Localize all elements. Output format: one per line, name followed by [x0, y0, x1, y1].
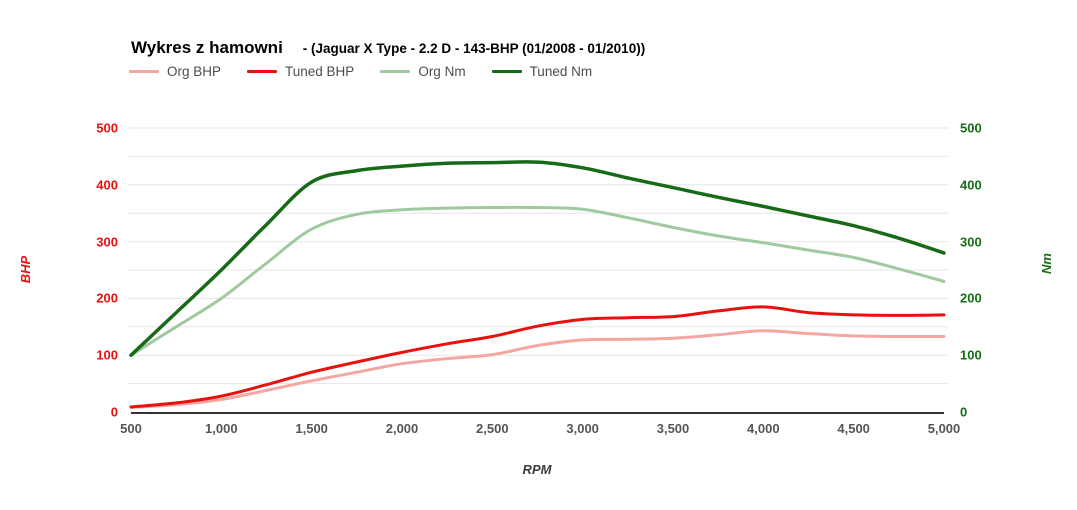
legend-item-org-nm[interactable]: Org Nm [380, 64, 466, 79]
y-tick-left-200: 200 [96, 290, 118, 306]
x-tick-3500: 3,500 [656, 421, 690, 436]
series-line-org-bhp[interactable] [129, 329, 946, 409]
series-line-tuned-nm[interactable] [129, 160, 946, 357]
y-tick-right-300: 300 [960, 234, 982, 250]
y-axis-title-bhp: BHP [18, 255, 34, 284]
org-bhp-line-swatch [129, 70, 159, 73]
series-line-tuned-bhp[interactable] [129, 305, 946, 409]
x-tick-4500: 4,500 [837, 421, 870, 436]
y-tick-left-300: 300 [96, 234, 118, 250]
y-tick-left-100: 100 [96, 347, 118, 363]
x-axis-title-rpm: RPM [522, 462, 552, 477]
x-tick-1500: 1,500 [295, 421, 328, 436]
legend-item-tuned-nm[interactable]: Tuned Nm [491, 64, 593, 79]
x-tick-500: 500 [120, 421, 142, 436]
x-tick-4000: 4,000 [747, 421, 780, 436]
y-tick-left-0: 0 [110, 404, 118, 420]
legend-item-tuned-bhp[interactable]: Tuned BHP [247, 64, 354, 79]
x-tick-1000: 1,000 [205, 421, 238, 436]
legend-label-org-bhp: Org BHP [167, 64, 222, 79]
legend-label-tuned-nm: Tuned Nm [529, 64, 593, 79]
legend-item-org-bhp[interactable]: Org BHP [129, 64, 221, 79]
y-tick-left-500: 500 [96, 120, 118, 136]
tuned-bhp-line-swatch [247, 70, 278, 73]
y-tick-right-500: 500 [960, 120, 982, 136]
series-line-org-nm[interactable] [129, 205, 946, 357]
chart-title: Wykres z hamowni [131, 38, 283, 57]
y-axis-title-nm: Nm [1038, 253, 1054, 274]
x-tick-2000: 2,000 [385, 421, 419, 436]
x-tick-5000: 5,000 [927, 421, 961, 436]
org-nm-line-swatch [380, 70, 411, 73]
y-tick-right-400: 400 [960, 177, 982, 193]
y-tick-right-100: 100 [960, 347, 982, 363]
y-tick-right-0: 0 [960, 404, 968, 420]
legend-label-tuned-bhp: Tuned BHP [285, 64, 355, 79]
x-tick-3000: 3,000 [566, 421, 599, 436]
chart-subtitle: - (Jaguar X Type - 2.2 D - 143-BHP (01/2… [302, 41, 646, 56]
y-tick-left-400: 400 [96, 177, 118, 193]
y-tick-right-200: 200 [960, 290, 982, 306]
x-tick-2500: 2,500 [476, 421, 509, 436]
legend-label-org-nm: Org Nm [418, 64, 466, 79]
legend: Org BHP Tuned BHP Org Nm Tuned Nm [129, 64, 592, 79]
chart-header: Wykres z hamowni - (Jaguar X Type - 2.2 … [131, 38, 645, 58]
tuned-nm-line-swatch [491, 70, 522, 73]
